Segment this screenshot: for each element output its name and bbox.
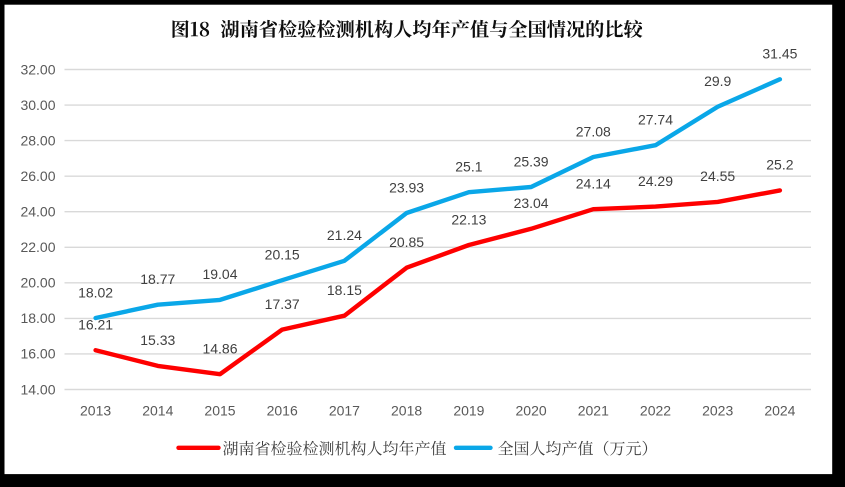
svg-text:18.00: 18.00 [20,310,55,326]
svg-text:2023: 2023 [702,403,733,419]
svg-text:22.13: 22.13 [451,211,486,227]
svg-text:16.21: 16.21 [78,317,113,333]
svg-text:2019: 2019 [453,403,484,419]
svg-text:2020: 2020 [516,403,547,419]
svg-text:18.77: 18.77 [140,271,175,287]
svg-text:2015: 2015 [204,403,235,419]
svg-text:30.00: 30.00 [20,97,55,113]
svg-text:20.00: 20.00 [20,275,55,291]
svg-text:24.14: 24.14 [576,176,611,192]
svg-text:2022: 2022 [640,403,671,419]
svg-text:16.00: 16.00 [20,346,55,362]
svg-text:2017: 2017 [329,403,360,419]
svg-text:18.15: 18.15 [327,282,362,298]
svg-text:2021: 2021 [578,403,609,419]
svg-text:14.00: 14.00 [20,381,55,397]
svg-text:21.24: 21.24 [327,227,362,243]
svg-text:32.00: 32.00 [20,61,55,77]
svg-text:2014: 2014 [142,403,173,419]
svg-text:28.00: 28.00 [20,132,55,148]
svg-text:31.45: 31.45 [762,46,797,62]
svg-text:17.37: 17.37 [265,296,300,312]
svg-text:2013: 2013 [80,403,111,419]
svg-text:24.55: 24.55 [700,168,735,184]
svg-text:25.1: 25.1 [455,159,482,175]
svg-text:25.2: 25.2 [766,157,793,173]
svg-text:29.9: 29.9 [704,73,731,89]
svg-text:27.74: 27.74 [638,112,673,128]
svg-text:20.85: 20.85 [389,234,424,250]
svg-text:19.04: 19.04 [202,266,237,282]
svg-text:25.39: 25.39 [514,153,549,169]
svg-text:2024: 2024 [764,403,795,419]
svg-text:24.00: 24.00 [20,204,55,220]
svg-text:26.00: 26.00 [20,168,55,184]
svg-text:23.04: 23.04 [514,195,549,211]
svg-text:23.93: 23.93 [389,179,424,195]
svg-text:14.86: 14.86 [202,341,237,357]
svg-text:24.29: 24.29 [638,173,673,189]
svg-text:22.00: 22.00 [20,239,55,255]
svg-text:2018: 2018 [391,403,422,419]
svg-text:15.33: 15.33 [140,332,175,348]
svg-text:2016: 2016 [267,403,298,419]
svg-text:20.15: 20.15 [265,247,300,263]
svg-text:27.08: 27.08 [576,123,611,139]
svg-text:18.02: 18.02 [78,284,113,300]
